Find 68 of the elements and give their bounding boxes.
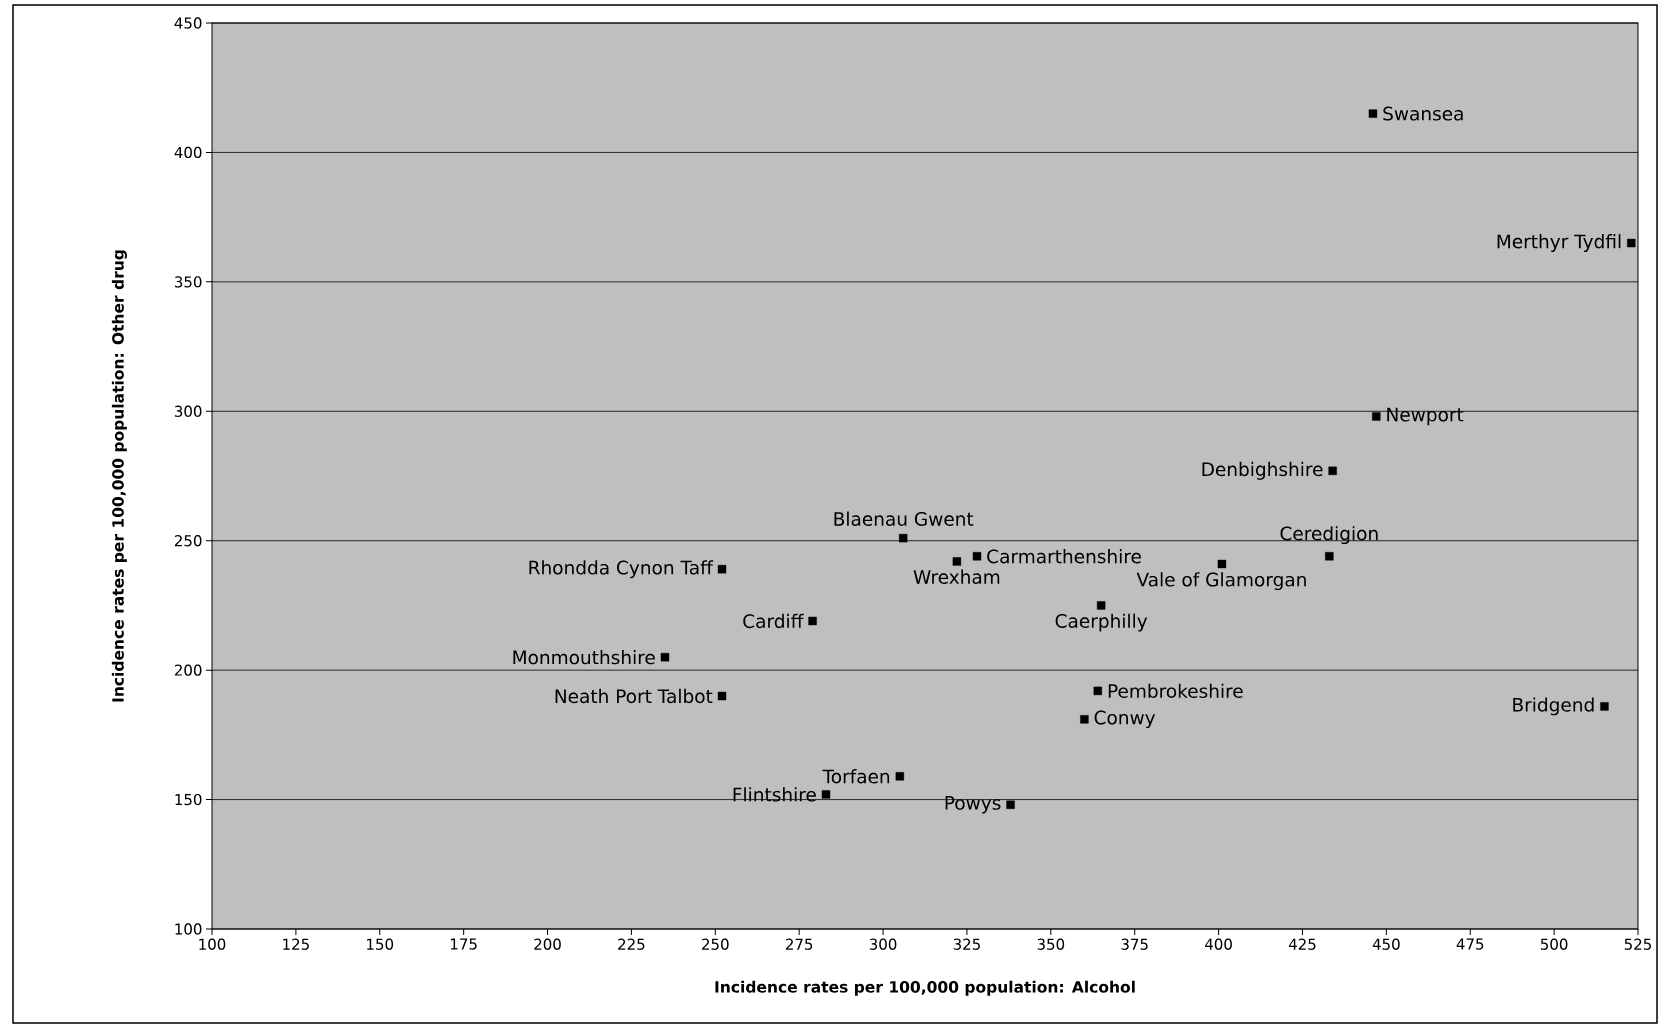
point bbox=[717, 691, 727, 701]
point bbox=[895, 772, 905, 781]
x-tick-label: 225 bbox=[618, 938, 645, 950]
point bbox=[660, 653, 670, 662]
x-tick-label: 100 bbox=[199, 938, 226, 950]
point bbox=[952, 557, 962, 566]
x-tick-label: 450 bbox=[1372, 938, 1400, 950]
point bbox=[717, 565, 727, 574]
y-tick-label: 350 bbox=[174, 276, 202, 288]
x-tick-label: 125 bbox=[283, 938, 309, 950]
point bbox=[1627, 238, 1636, 248]
annotation: Newport bbox=[1387, 407, 1464, 426]
annotation: Flintshire bbox=[733, 787, 816, 802]
x-tick-label: 200 bbox=[534, 938, 561, 950]
y-tick-label: 150 bbox=[175, 793, 202, 806]
annotation: Carmarthenshire bbox=[987, 549, 1141, 564]
annotation: Caerphilly bbox=[1055, 613, 1148, 632]
point bbox=[1600, 702, 1609, 711]
point bbox=[821, 790, 831, 799]
y-tick-label: 450 bbox=[174, 17, 202, 29]
x-tick-label: 350 bbox=[1037, 938, 1065, 950]
annotation: Neath Port Talbot bbox=[555, 688, 713, 704]
annotation: Bridgend bbox=[1513, 697, 1594, 716]
y-tick-label: 250 bbox=[174, 535, 202, 547]
annotation: Merthyr Tydfil bbox=[1497, 234, 1621, 252]
annotation: Pembrokeshire bbox=[1108, 683, 1243, 699]
annotation: Denbighshire bbox=[1202, 461, 1323, 480]
y-tick-label: 400 bbox=[174, 146, 202, 159]
point bbox=[1217, 559, 1227, 569]
annotation: Conwy bbox=[1094, 710, 1156, 729]
x-tick-label: 500 bbox=[1540, 938, 1568, 950]
annotation: Rhondda Cynon Taff bbox=[529, 560, 714, 579]
point bbox=[1006, 800, 1015, 809]
x-tick-label: 475 bbox=[1456, 938, 1484, 950]
annotation: Monmouthshire bbox=[513, 650, 655, 665]
point bbox=[1093, 686, 1102, 696]
point bbox=[898, 533, 908, 543]
point bbox=[1325, 552, 1334, 561]
x-tick-label: 150 bbox=[367, 938, 394, 950]
annotation: Wrexham bbox=[913, 569, 1000, 584]
x-tick-label: 275 bbox=[785, 938, 813, 950]
x-tick-label: 375 bbox=[1121, 938, 1148, 950]
annotation: Torfaen bbox=[822, 769, 890, 784]
point bbox=[972, 552, 982, 561]
y-tick-label: 200 bbox=[174, 664, 202, 676]
x-tick-label: 300 bbox=[869, 938, 897, 950]
y-tick-label: 300 bbox=[174, 405, 202, 417]
point bbox=[1372, 412, 1381, 421]
x-axis-title: Incidence rates per 100,000 population: Alcohol bbox=[715, 980, 1135, 996]
x-tick-label: 250 bbox=[702, 938, 729, 950]
point bbox=[1080, 715, 1089, 724]
annotation: Ceredigion bbox=[1280, 526, 1378, 545]
annotation: Blaenau Gwent bbox=[834, 511, 974, 526]
y-axis-title: Incidence rates per 100,000 population: Other drug bbox=[111, 250, 127, 702]
x-tick-label: 425 bbox=[1288, 938, 1316, 950]
annotation: Vale of Glamorgan bbox=[1136, 572, 1306, 591]
x-tick-label: 525 bbox=[1624, 938, 1651, 950]
point bbox=[1328, 466, 1337, 476]
x-tick-label: 175 bbox=[450, 938, 477, 950]
y-tick-label: 100 bbox=[175, 923, 202, 935]
annotation: Powys bbox=[945, 796, 1001, 814]
annotation: Swansea bbox=[1383, 106, 1463, 121]
x-tick-label: 325 bbox=[953, 938, 980, 950]
point bbox=[1368, 109, 1378, 118]
annotation: Cardiff bbox=[743, 613, 804, 629]
point bbox=[808, 616, 817, 626]
point bbox=[1096, 601, 1106, 610]
x-tick-label: 400 bbox=[1205, 938, 1232, 950]
